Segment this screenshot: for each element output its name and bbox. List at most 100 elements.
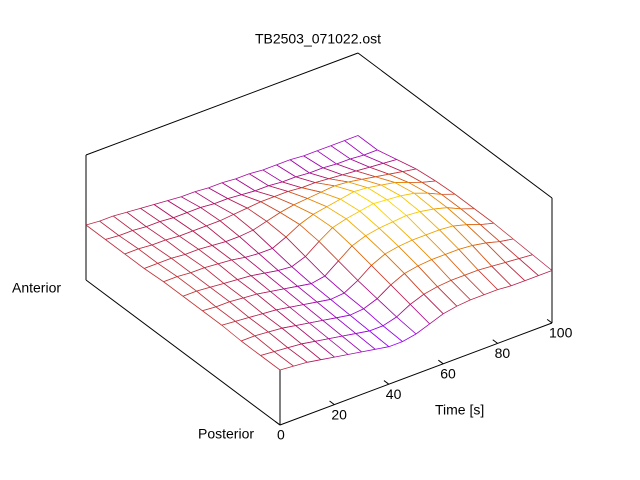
surface-patch: [260, 196, 294, 213]
mesh-line: [233, 214, 254, 231]
mesh-line: [173, 212, 188, 219]
mesh-line: [235, 178, 256, 192]
surface-patch: [260, 351, 294, 370]
surface-patch: [266, 212, 300, 238]
mesh-line: [233, 207, 248, 215]
mesh-line: [318, 227, 333, 242]
mesh-line: [140, 208, 161, 222]
surface-patch: [249, 169, 283, 186]
mesh-line: [241, 194, 261, 203]
mesh-line: [299, 224, 320, 242]
surface-patch: [290, 155, 323, 173]
mesh-line: [99, 215, 114, 222]
mesh-line: [357, 135, 378, 151]
mesh-line: [425, 229, 440, 236]
mesh-line: [215, 301, 230, 308]
mesh-line: [214, 203, 234, 215]
surface-patch: [185, 249, 218, 268]
mesh-line: [309, 172, 329, 180]
mesh-line: [320, 185, 335, 193]
mesh-line: [277, 270, 298, 287]
mesh-line: [351, 235, 366, 247]
mesh-line: [190, 267, 205, 274]
mesh-line: [126, 207, 141, 213]
mesh-line: [146, 221, 160, 228]
surface-patch: [441, 194, 475, 209]
surface-patch: [179, 231, 213, 250]
mesh-line: [390, 273, 405, 286]
surface-patch: [396, 304, 430, 334]
surface-patch: [287, 343, 321, 363]
mesh-line: [367, 184, 382, 189]
x-tick-label: 80: [495, 345, 511, 361]
mesh-line: [270, 288, 285, 292]
surface-patch: [406, 211, 440, 235]
mesh-line: [264, 270, 279, 274]
surface-patch: [255, 185, 288, 197]
mesh-line: [151, 239, 166, 246]
mesh-line: [404, 265, 419, 274]
mesh-line: [433, 208, 454, 227]
mesh-line: [223, 283, 244, 299]
mesh-line: [244, 257, 265, 274]
mesh-line: [165, 239, 186, 255]
mesh-line: [398, 239, 413, 247]
surface-patch: [276, 159, 310, 177]
mesh-line: [363, 298, 378, 310]
mesh-line: [307, 198, 327, 208]
mesh-line: [421, 182, 442, 195]
mesh-line: [221, 182, 242, 196]
surface-patch: [200, 203, 234, 221]
mesh-line: [295, 176, 316, 183]
mesh-line: [491, 266, 512, 287]
mesh-line: [281, 327, 302, 345]
mesh-line: [324, 260, 339, 277]
surface-patch: [348, 179, 382, 188]
mesh-line: [268, 327, 283, 333]
mesh-line: [221, 321, 236, 326]
mesh-line: [239, 236, 260, 254]
mesh-line: [301, 187, 322, 193]
surface-patch: [278, 266, 312, 287]
mesh-line: [324, 275, 345, 294]
mesh-line: [479, 224, 500, 242]
mesh-line: [307, 191, 322, 199]
surface-patch: [159, 217, 193, 237]
mesh-line: [425, 234, 446, 255]
mesh-line: [431, 254, 446, 260]
mesh-line: [204, 267, 225, 284]
mesh-line: [295, 322, 310, 326]
surface-patch: [317, 145, 351, 165]
surface-patch: [284, 286, 317, 305]
mesh-line: [252, 221, 267, 231]
mesh-line: [194, 187, 209, 193]
mesh-line: [396, 159, 417, 170]
mesh-line: [334, 354, 349, 358]
mesh-line: [221, 178, 236, 184]
mesh-line: [285, 224, 300, 238]
mesh-line: [293, 204, 314, 215]
mesh-line: [353, 187, 368, 192]
surface-patch: [451, 275, 484, 300]
surface-patch: [119, 230, 152, 249]
mesh-line: [375, 173, 390, 178]
mesh-line: [270, 291, 291, 308]
surface-patch: [264, 270, 298, 289]
mesh-line: [250, 272, 265, 277]
mesh-line: [345, 218, 366, 237]
mesh-line: [171, 257, 192, 274]
surface-patch: [202, 306, 236, 326]
mesh-line: [330, 299, 351, 316]
mesh-line: [413, 192, 434, 210]
mesh-line: [458, 249, 479, 271]
surface-patch: [229, 297, 263, 318]
mesh-line: [332, 218, 347, 228]
mesh-line: [235, 317, 250, 322]
surface-patch: [214, 198, 248, 215]
surface-patch: [282, 325, 315, 344]
mesh-line: [477, 269, 498, 290]
surface-patch: [243, 294, 277, 314]
surface-patch: [367, 185, 401, 200]
mesh-line: [400, 195, 421, 212]
surface-patch: [418, 259, 451, 287]
